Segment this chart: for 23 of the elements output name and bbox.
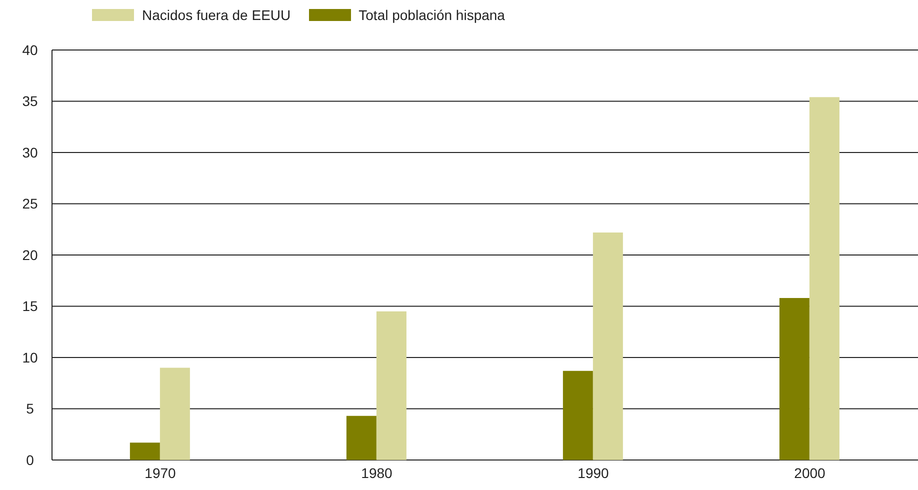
x-tick-label: 2000	[794, 464, 826, 481]
x-tick-label: 1980	[361, 464, 393, 481]
y-tick-label: 20	[22, 246, 38, 263]
y-tick-label: 5	[26, 400, 34, 417]
bar	[130, 442, 160, 460]
bar	[562, 370, 593, 460]
y-tick-label: 15	[22, 298, 38, 314]
bar	[809, 97, 840, 460]
y-tick-label: 0	[26, 452, 34, 468]
bar	[592, 232, 623, 460]
legend-label: Total población hispana	[358, 7, 505, 23]
y-tick-label: 40	[22, 42, 38, 58]
x-tick-label: 1990	[578, 464, 610, 481]
y-tick-label: 25	[22, 196, 38, 212]
y-tick-label: 35	[22, 93, 38, 110]
x-tick-label: 1970	[144, 464, 176, 481]
bar	[346, 416, 376, 460]
y-tick-label: 10	[22, 349, 38, 366]
bar	[160, 368, 190, 460]
y-tick-label: 30	[22, 144, 38, 160]
legend-label: Nacidos fuera de EEUU	[142, 7, 291, 23]
bar	[376, 311, 406, 460]
bar	[779, 298, 810, 460]
